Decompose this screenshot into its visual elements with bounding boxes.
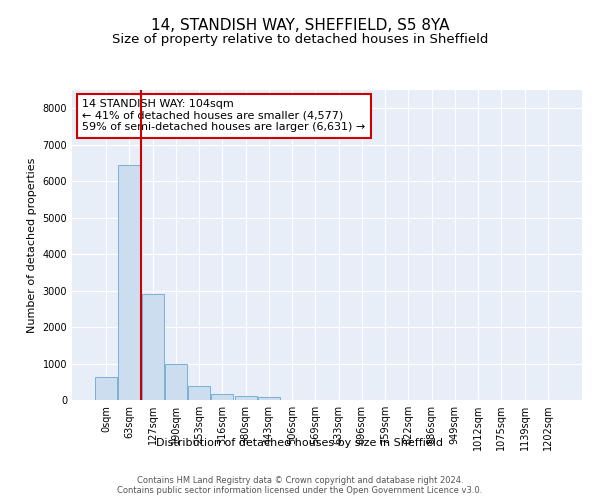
- Text: Size of property relative to detached houses in Sheffield: Size of property relative to detached ho…: [112, 32, 488, 46]
- Bar: [235, 396, 257, 400]
- Text: Contains HM Land Registry data © Crown copyright and database right 2024.
Contai: Contains HM Land Registry data © Crown c…: [118, 476, 482, 495]
- Bar: [258, 396, 280, 400]
- Y-axis label: Number of detached properties: Number of detached properties: [27, 158, 37, 332]
- Bar: [118, 166, 140, 400]
- Bar: [142, 294, 164, 400]
- Text: Distribution of detached houses by size in Sheffield: Distribution of detached houses by size …: [157, 438, 443, 448]
- Text: 14 STANDISH WAY: 104sqm
← 41% of detached houses are smaller (4,577)
59% of semi: 14 STANDISH WAY: 104sqm ← 41% of detache…: [82, 100, 365, 132]
- Bar: [188, 386, 210, 400]
- Bar: [95, 378, 117, 400]
- Bar: [165, 364, 187, 400]
- Bar: [211, 394, 233, 400]
- Text: 14, STANDISH WAY, SHEFFIELD, S5 8YA: 14, STANDISH WAY, SHEFFIELD, S5 8YA: [151, 18, 449, 32]
